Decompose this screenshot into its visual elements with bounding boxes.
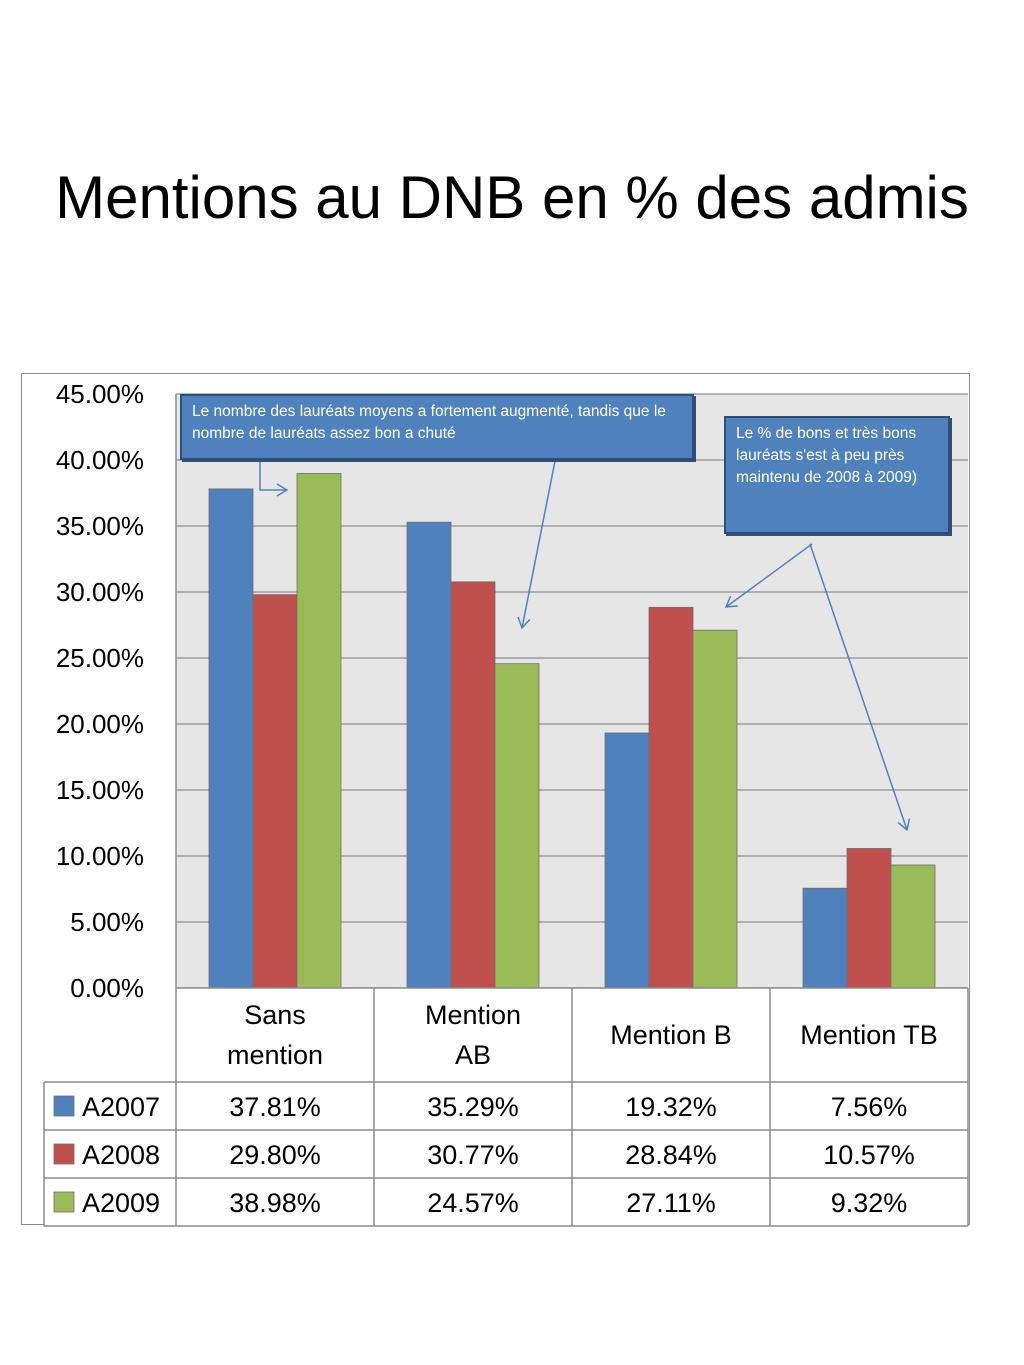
y-tick-label: 40.00%: [56, 445, 144, 475]
table-cell-value: 27.11%: [626, 1188, 716, 1218]
bar-a2007-3: [802, 887, 848, 989]
bar-a2008-2: [648, 606, 694, 989]
y-tick-label: 35.00%: [56, 511, 144, 541]
y-tick-label: 25.00%: [56, 643, 144, 673]
table-cell-value: 38.98%: [229, 1188, 321, 1218]
y-tick-label: 45.00%: [56, 379, 144, 409]
annotation-arrow: [259, 446, 289, 497]
bar-a2007-0: [208, 488, 254, 989]
table-cell-value: 35.29%: [427, 1092, 519, 1122]
bar-a2008-0: [252, 594, 298, 989]
legend-label-a2007: A2007: [82, 1092, 160, 1122]
bar-a2009-2: [692, 629, 738, 989]
table-cell-value: 30.77%: [427, 1140, 519, 1170]
legend-label-a2008: A2008: [82, 1140, 160, 1170]
annotation-arrow: [724, 543, 813, 608]
table-body-bg: [44, 1082, 968, 1226]
category-label: Sans: [244, 1000, 306, 1030]
legend-swatch-a2009: [53, 1191, 75, 1213]
table-cell-value: 7.56%: [831, 1092, 908, 1122]
category-label: mention: [227, 1040, 323, 1070]
annotation-bons: Le % de bons et très bons lauréats s'est…: [724, 416, 950, 534]
chart-title: Mentions au DNB en % des admis: [55, 164, 969, 231]
y-tick-label: 10.00%: [56, 841, 144, 871]
bar-a2007-2: [604, 732, 650, 989]
y-tick-label: 5.00%: [70, 907, 144, 937]
annotation-arrow: [809, 543, 911, 832]
y-tick-label: 20.00%: [56, 709, 144, 739]
y-tick-label: 0.00%: [70, 973, 144, 1003]
category-label: AB: [455, 1040, 491, 1070]
y-tick-label: 30.00%: [56, 577, 144, 607]
category-label: Mention TB: [800, 1020, 938, 1050]
table-cell-value: 9.32%: [831, 1188, 908, 1218]
legend-swatch-a2007: [53, 1095, 75, 1117]
annotation-arrow: [517, 455, 557, 630]
category-label: Mention: [425, 1000, 521, 1030]
y-tick-label: 15.00%: [56, 775, 144, 805]
table-cell-value: 37.81%: [229, 1092, 321, 1122]
legend-swatch-a2008: [53, 1143, 75, 1165]
table-cell-value: 24.57%: [427, 1188, 519, 1218]
bar-a2009-1: [494, 663, 540, 989]
bar-a2008-3: [846, 848, 892, 989]
bar-a2009-3: [890, 864, 936, 989]
table-cell-value: 29.80%: [229, 1140, 321, 1170]
table-cell-value: 28.84%: [625, 1140, 717, 1170]
table-cell-value: 19.32%: [625, 1092, 717, 1122]
bar-a2008-1: [450, 581, 496, 989]
category-label: Mention B: [610, 1020, 732, 1050]
annotation-moyens: Le nombre des lauréats moyens a fortemen…: [180, 394, 694, 460]
table-cell-value: 10.57%: [823, 1140, 915, 1170]
bar-a2007-1: [406, 521, 452, 989]
legend-label-a2009: A2009: [82, 1188, 160, 1218]
bar-a2009-0: [296, 473, 342, 989]
